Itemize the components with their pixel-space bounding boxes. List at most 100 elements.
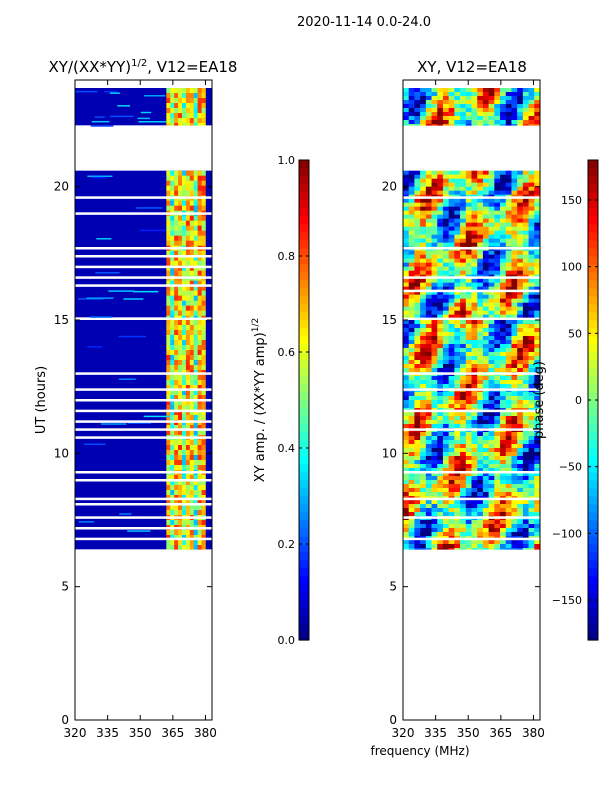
phase-cell [425, 356, 432, 361]
amplitude-cell [174, 290, 179, 296]
amplitude-cell [178, 450, 183, 456]
phase-cell [482, 484, 489, 489]
amplitude-cell [193, 475, 198, 481]
phase-cell [505, 520, 512, 525]
phase-cell [517, 96, 524, 101]
phase-cell [471, 108, 478, 113]
colorbar-amplitude-gradient-step [299, 560, 309, 569]
phase-cell [511, 464, 518, 469]
amplitude-cell [174, 235, 179, 241]
phase-cell [431, 492, 438, 497]
phase-cell [528, 226, 535, 231]
phase-cell [471, 508, 478, 513]
colorbar-amplitude-gradient-step [299, 232, 309, 241]
amplitude-cell [185, 123, 191, 126]
phase-cell [534, 544, 541, 549]
phase-cell [494, 120, 501, 125]
phase-cell [482, 424, 489, 429]
phase-cell [425, 92, 432, 97]
phase-cell [500, 306, 507, 311]
amplitude-cell [170, 405, 175, 411]
amplitude-cell [193, 535, 198, 541]
phase-cell [442, 278, 449, 283]
phase-cell [448, 116, 455, 121]
amplitude-cell [170, 320, 175, 326]
phase-cell [442, 412, 449, 417]
phase-cell [420, 468, 427, 473]
phase-cell [414, 112, 421, 117]
phase-cell [425, 266, 432, 271]
colorbar-phase-gradient-step [588, 168, 598, 177]
phase-cell [505, 444, 512, 449]
phase-cell [471, 100, 478, 105]
phase-cell [505, 328, 512, 333]
phase-cell [442, 214, 449, 219]
phase-cell [528, 290, 535, 295]
phase-cell [460, 174, 467, 179]
phase-cell [488, 96, 495, 101]
phase-cell [517, 348, 524, 353]
phase-cell [488, 222, 495, 227]
colorbar-phase-gradient-step [588, 208, 598, 217]
phase-cell [448, 314, 455, 318]
phase-cell [477, 198, 484, 203]
phase-cell [465, 298, 472, 303]
phase-cell [454, 206, 461, 211]
phase-cell [465, 214, 472, 219]
phase-cell [460, 488, 467, 493]
phase-cell [425, 286, 432, 291]
phase-cell [505, 120, 512, 125]
phase-cell [448, 294, 455, 299]
phase-cell [528, 234, 535, 239]
phase-cell [408, 100, 415, 105]
phase-cell [471, 460, 478, 465]
phase-cell [522, 226, 529, 231]
colorbar-phase-gradient-step [588, 424, 598, 433]
phase-cell [460, 508, 467, 513]
amplitude-cell [181, 250, 187, 256]
phase-cell [511, 100, 518, 105]
phase-cell [437, 460, 444, 465]
phase-cell [454, 512, 461, 517]
phase-cell [414, 198, 421, 203]
phase-cell [431, 302, 438, 307]
phase-cell [431, 298, 438, 303]
amplitude-cell [193, 405, 198, 411]
phase-cell [425, 112, 432, 117]
phase-cell [448, 182, 455, 187]
amplitude-cell [197, 215, 202, 221]
phase-cell [511, 444, 518, 449]
phase-cell [442, 266, 449, 271]
phase-cell [522, 324, 529, 329]
phase-cell [488, 396, 495, 401]
phase-cell [414, 234, 421, 239]
amplitude-cell [185, 415, 191, 421]
colorbar-amplitude-tick-label: 1.0 [278, 154, 296, 167]
phase-cell [517, 112, 524, 117]
phase-cell [425, 320, 432, 325]
phase-cell [517, 282, 524, 287]
phase-cell [448, 492, 455, 497]
phase-cell [420, 206, 427, 211]
amplitude-cell [181, 405, 187, 411]
phase-cell [460, 412, 467, 417]
phase-cell [448, 368, 455, 373]
colorbar-amplitude-gradient-step [299, 472, 309, 481]
amplitude-cell [178, 98, 183, 104]
phase-cell [500, 352, 507, 357]
phase-cell [500, 92, 507, 97]
amplitude-cell [193, 175, 198, 181]
phase-cell [431, 448, 438, 453]
phase-cell [437, 440, 444, 445]
phase-cell [465, 356, 472, 361]
phase-cell [460, 532, 467, 537]
phase-cell [460, 294, 467, 299]
phase-cell [403, 210, 410, 215]
phase-cell [431, 202, 438, 207]
amplitude-cell [185, 315, 191, 318]
phase-cell [488, 464, 495, 469]
phase-cell [465, 492, 472, 497]
phase-cell [420, 258, 427, 263]
